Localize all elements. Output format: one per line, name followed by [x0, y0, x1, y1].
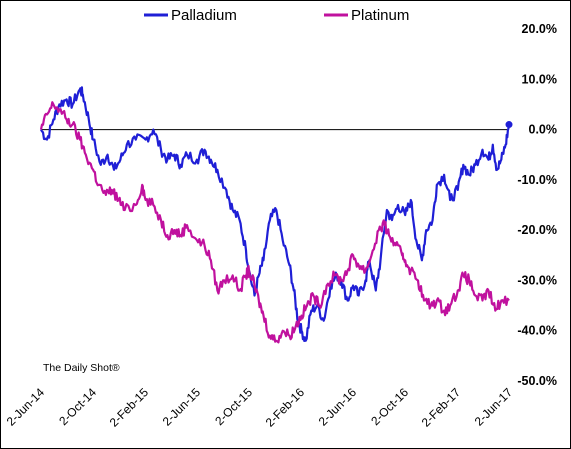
x-tick-label: 2-Jun-15 [160, 385, 204, 429]
x-tick-label: 2-Oct-15 [212, 385, 255, 428]
y-tick-label: 20.0% [522, 22, 557, 36]
x-tick-label: 2-Jun-17 [472, 385, 516, 429]
series-line-platinum [39, 101, 510, 344]
y-tick-label: -30.0% [517, 273, 557, 287]
y-tick-label: 0.0% [529, 123, 558, 137]
legend-label-palladium: Palladium [171, 7, 237, 24]
y-tick-label: -20.0% [517, 223, 557, 237]
y-tick-label: -40.0% [517, 324, 557, 338]
legend-label-platinum: Platinum [351, 7, 409, 24]
x-tick-label: 2-Oct-14 [56, 385, 99, 428]
y-tick-label: -10.0% [517, 173, 557, 187]
x-tick-label: 2-Feb-15 [107, 385, 152, 430]
x-tick-label: 2-Feb-17 [419, 385, 464, 430]
x-tick-label: 2-Jun-14 [4, 385, 48, 429]
y-axis: 20.0% 10.0% 0.0% -10.0% -20.0% -30.0% -40.0% -5… [517, 22, 557, 388]
series-line-palladium [40, 86, 511, 342]
x-tick-label: 2-Feb-16 [263, 385, 308, 430]
watermark: The Daily Shot® [43, 362, 120, 374]
y-tick-label: -50.0% [517, 374, 557, 388]
y-tick-label: 10.0% [522, 72, 557, 86]
series-layer [39, 86, 513, 344]
x-axis: 2-Jun-14 2-Oct-14 2-Feb-15 2-Jun-15 2-Oct-15… [4, 385, 516, 430]
series-end-marker-palladium [505, 121, 513, 129]
x-tick-label: 2-Jun-16 [316, 385, 360, 429]
x-tick-label: 2-Oct-16 [368, 385, 411, 428]
legend: Palladium Platinum [144, 7, 409, 24]
